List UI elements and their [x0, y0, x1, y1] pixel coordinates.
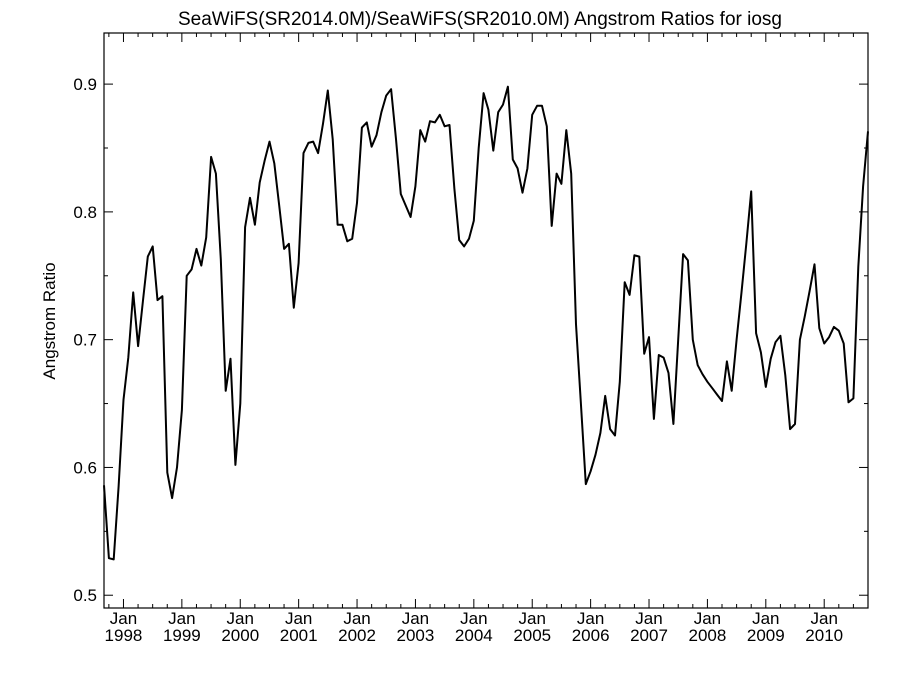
x-tick-year-label: 1999	[163, 626, 201, 645]
x-tick-month-label: Jan	[810, 609, 837, 628]
x-tick-year-label: 2002	[338, 626, 376, 645]
x-tick-year-label: 2008	[688, 626, 726, 645]
axes: 0.50.60.70.80.9Jan1998Jan1999Jan2000Jan2…	[73, 33, 869, 645]
x-tick-month-label: Jan	[577, 609, 604, 628]
y-tick-label: 0.8	[73, 203, 97, 222]
x-tick-year-label: 2000	[221, 626, 259, 645]
x-tick-year-label: 2010	[805, 626, 843, 645]
y-tick-label: 0.7	[73, 331, 97, 350]
x-tick-year-label: 2007	[630, 626, 668, 645]
x-tick-month-label: Jan	[343, 609, 370, 628]
chart-title: SeaWiFS(SR2014.0M)/SeaWiFS(SR2010.0M) An…	[178, 9, 782, 30]
series-layer	[103, 85, 869, 561]
x-tick-month-label: Jan	[635, 609, 662, 628]
x-tick-year-label: 2001	[280, 626, 318, 645]
series-line	[103, 85, 869, 561]
x-tick-month-label: Jan	[168, 609, 195, 628]
x-tick-year-label: 2003	[397, 626, 435, 645]
x-tick-year-label: 1998	[105, 626, 143, 645]
y-tick-label: 0.9	[73, 75, 97, 94]
x-tick-month-label: Jan	[402, 609, 429, 628]
x-tick-month-label: Jan	[752, 609, 779, 628]
x-tick-month-label: Jan	[110, 609, 137, 628]
x-tick-month-label: Jan	[285, 609, 312, 628]
x-tick-year-label: 2009	[747, 626, 785, 645]
y-axis-label: Angstrom Ratio	[40, 262, 59, 379]
x-tick-year-label: 2006	[572, 626, 610, 645]
x-tick-month-label: Jan	[519, 609, 546, 628]
x-tick-month-label: Jan	[227, 609, 254, 628]
x-tick-month-label: Jan	[694, 609, 721, 628]
x-tick-year-label: 2005	[513, 626, 551, 645]
plot-frame	[103, 32, 869, 609]
y-tick-label: 0.6	[73, 458, 97, 477]
y-tick-label: 0.5	[73, 586, 97, 605]
x-tick-month-label: Jan	[460, 609, 487, 628]
x-tick-year-label: 2004	[455, 626, 493, 645]
